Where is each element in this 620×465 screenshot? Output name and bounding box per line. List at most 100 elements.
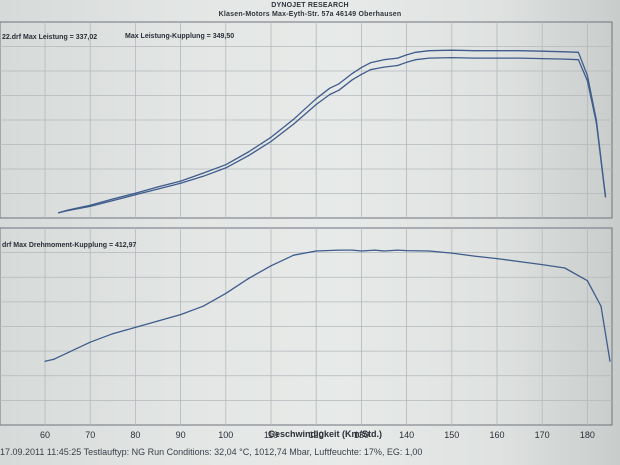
torque-data-point bbox=[315, 250, 317, 252]
power-data-point bbox=[360, 67, 362, 69]
power-data-point bbox=[541, 50, 543, 52]
power-data-point bbox=[157, 188, 159, 190]
max-power-clutch-label: Max Leistung-Kupplung = 349,50 bbox=[125, 33, 235, 40]
run-conditions: 17.09.2011 11:45:25 Testlauftyp: NG Run … bbox=[0, 447, 423, 457]
torque-data-point bbox=[351, 249, 353, 251]
power-data-point bbox=[564, 51, 566, 53]
power-curves bbox=[58, 49, 607, 214]
x-tick-label: 110 bbox=[264, 430, 278, 440]
power-data-point bbox=[351, 72, 353, 74]
torque-data-point bbox=[338, 249, 340, 251]
power-data-point bbox=[473, 50, 475, 52]
x-tick-label: 100 bbox=[218, 430, 233, 440]
x-axis-ticks: 60 70 80 90 100 110 120 130 140 150 160 170 180 bbox=[40, 430, 595, 440]
report-address: Klasen-Motors Max-Eyth-Str. 57a 46149 Ob… bbox=[218, 11, 402, 18]
power-data-point bbox=[415, 51, 417, 53]
power-data-point bbox=[134, 192, 136, 194]
power-data-point bbox=[406, 61, 408, 63]
torque-data-point bbox=[519, 261, 521, 263]
power-curve-2 bbox=[58, 49, 607, 214]
power-data-point bbox=[270, 140, 272, 143]
power-data-point bbox=[202, 172, 204, 174]
torque-data-point bbox=[451, 252, 453, 254]
power-data-point bbox=[406, 54, 408, 56]
power-data-point bbox=[360, 73, 362, 75]
torque-data-point bbox=[496, 258, 498, 260]
power-data-point bbox=[428, 57, 430, 59]
power-data-point bbox=[397, 57, 399, 59]
power-data-point bbox=[180, 180, 182, 182]
max-power-label: 22.drf Max Leistung = 337,02 bbox=[2, 34, 98, 41]
power-data-point bbox=[383, 59, 385, 61]
torque-data-point bbox=[586, 280, 589, 282]
power-data-point bbox=[225, 164, 227, 166]
x-tick-label: 90 bbox=[176, 430, 186, 440]
power-curve-1 bbox=[58, 56, 607, 214]
power-data-point bbox=[519, 50, 521, 52]
power-data-point bbox=[112, 198, 114, 200]
torque-data-point bbox=[600, 305, 602, 307]
power-data-point bbox=[157, 186, 159, 188]
power-data-point bbox=[58, 212, 60, 214]
power-data-point bbox=[586, 74, 589, 77]
report-title: DYNOJET RESEARCH bbox=[271, 2, 349, 9]
power-data-point bbox=[369, 69, 371, 71]
power-panel-grid bbox=[0, 21, 613, 219]
x-axis-title: Geschwindigkeit (Km/Std.) bbox=[268, 429, 383, 439]
torque-data-point bbox=[44, 360, 46, 362]
torque-data-point bbox=[428, 250, 430, 252]
torque-curves bbox=[44, 249, 611, 362]
x-tick-label: 170 bbox=[535, 430, 550, 440]
x-tick-label: 160 bbox=[489, 430, 504, 440]
x-tick-label: 60 bbox=[40, 430, 50, 440]
torque-data-point bbox=[374, 249, 376, 251]
power-data-point bbox=[451, 49, 453, 51]
torque-data-point bbox=[247, 278, 249, 280]
torque-data-point bbox=[406, 250, 408, 252]
power-data-point bbox=[112, 200, 114, 202]
torque-curve-1 bbox=[44, 249, 611, 362]
power-data-point bbox=[202, 175, 204, 177]
x-tick-label: 140 bbox=[399, 430, 414, 440]
power-data-point bbox=[577, 51, 580, 53]
torque-data-point bbox=[134, 326, 136, 328]
power-data-point bbox=[247, 151, 249, 153]
torque-data-point bbox=[473, 255, 475, 257]
power-data-point bbox=[134, 194, 136, 196]
power-data-point bbox=[496, 57, 498, 59]
power-data-point bbox=[67, 209, 69, 211]
power-data-point bbox=[541, 58, 543, 60]
torque-data-point bbox=[112, 333, 114, 335]
power-data-point bbox=[369, 62, 371, 64]
power-data-point bbox=[89, 204, 91, 206]
x-tick-label: 150 bbox=[444, 430, 459, 440]
torque-data-point bbox=[225, 292, 227, 294]
power-data-point bbox=[586, 80, 589, 82]
torque-data-point bbox=[89, 341, 91, 343]
torque-data-point bbox=[564, 267, 566, 269]
power-data-point bbox=[270, 136, 272, 138]
torque-data-point bbox=[397, 249, 399, 251]
torque-data-point bbox=[270, 265, 272, 267]
power-data-point bbox=[397, 64, 399, 67]
power-data-point bbox=[338, 83, 340, 85]
power-data-point bbox=[225, 167, 227, 169]
power-data-point bbox=[383, 66, 385, 68]
x-tick-label: 180 bbox=[580, 430, 595, 440]
torque-panel-grid bbox=[0, 227, 613, 426]
x-tick-label: 80 bbox=[130, 430, 140, 440]
power-data-point bbox=[351, 79, 353, 81]
power-data-point bbox=[564, 58, 566, 60]
power-data-point bbox=[293, 118, 295, 120]
torque-data-point bbox=[609, 360, 611, 362]
power-data-point bbox=[473, 57, 475, 59]
power-data-point bbox=[604, 196, 607, 198]
power-data-point bbox=[595, 119, 598, 121]
torque-data-point bbox=[293, 254, 295, 256]
power-data-point bbox=[496, 50, 498, 52]
power-data-point bbox=[247, 155, 249, 157]
power-data-point bbox=[329, 87, 331, 89]
power-data-point bbox=[519, 57, 521, 59]
